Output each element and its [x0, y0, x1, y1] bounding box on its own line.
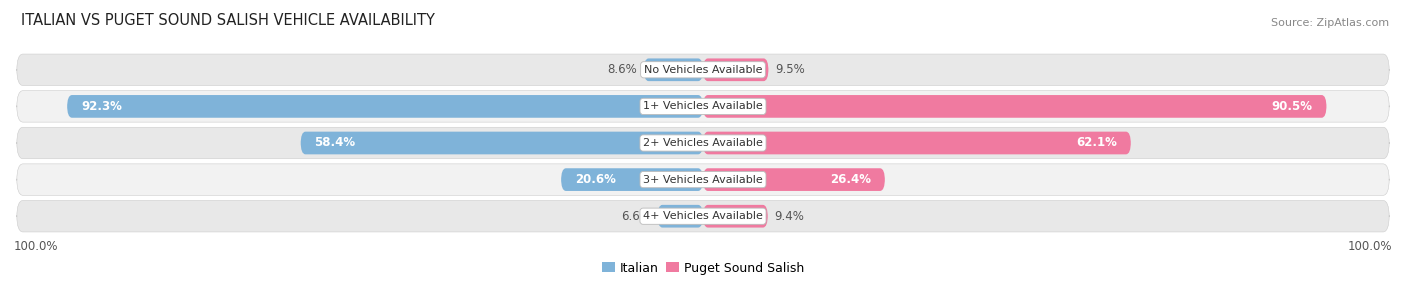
Text: 26.4%: 26.4% — [830, 173, 872, 186]
FancyBboxPatch shape — [658, 205, 703, 228]
FancyBboxPatch shape — [17, 91, 1389, 122]
Text: 1+ Vehicles Available: 1+ Vehicles Available — [643, 102, 763, 111]
Text: 62.1%: 62.1% — [1076, 136, 1116, 150]
FancyBboxPatch shape — [703, 95, 1326, 118]
Legend: Italian, Puget Sound Salish: Italian, Puget Sound Salish — [598, 257, 808, 279]
FancyBboxPatch shape — [17, 164, 1389, 195]
Text: 100.0%: 100.0% — [1347, 240, 1392, 253]
FancyBboxPatch shape — [17, 54, 1389, 86]
FancyBboxPatch shape — [17, 127, 1389, 159]
Text: 58.4%: 58.4% — [315, 136, 356, 150]
Text: 3+ Vehicles Available: 3+ Vehicles Available — [643, 175, 763, 184]
FancyBboxPatch shape — [67, 95, 703, 118]
FancyBboxPatch shape — [644, 58, 703, 81]
FancyBboxPatch shape — [703, 168, 884, 191]
FancyBboxPatch shape — [703, 132, 1130, 154]
FancyBboxPatch shape — [561, 168, 703, 191]
Text: No Vehicles Available: No Vehicles Available — [644, 65, 762, 75]
FancyBboxPatch shape — [17, 200, 1389, 232]
Text: 20.6%: 20.6% — [575, 173, 616, 186]
Text: ITALIAN VS PUGET SOUND SALISH VEHICLE AVAILABILITY: ITALIAN VS PUGET SOUND SALISH VEHICLE AV… — [21, 13, 434, 28]
Text: 4+ Vehicles Available: 4+ Vehicles Available — [643, 211, 763, 221]
FancyBboxPatch shape — [301, 132, 703, 154]
Text: 9.5%: 9.5% — [775, 63, 806, 76]
Text: 2+ Vehicles Available: 2+ Vehicles Available — [643, 138, 763, 148]
Text: 100.0%: 100.0% — [14, 240, 59, 253]
FancyBboxPatch shape — [703, 205, 768, 228]
Text: 6.6%: 6.6% — [621, 210, 651, 223]
FancyBboxPatch shape — [703, 58, 769, 81]
Text: 92.3%: 92.3% — [82, 100, 122, 113]
Text: 8.6%: 8.6% — [607, 63, 637, 76]
Text: 9.4%: 9.4% — [775, 210, 804, 223]
Text: Source: ZipAtlas.com: Source: ZipAtlas.com — [1271, 18, 1389, 28]
Text: 90.5%: 90.5% — [1271, 100, 1313, 113]
